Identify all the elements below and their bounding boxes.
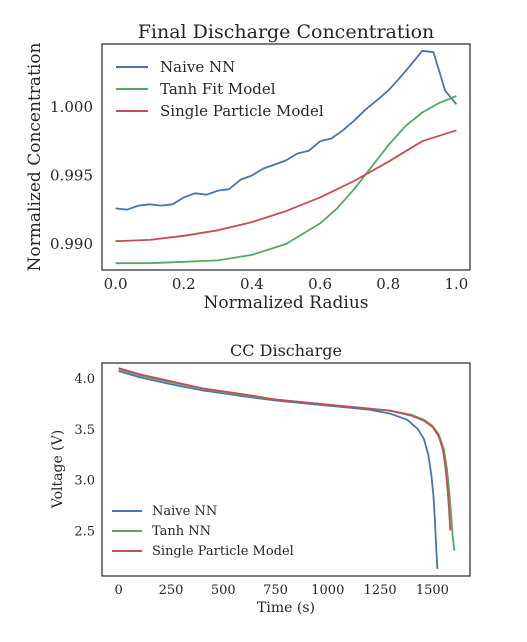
x-tick-label: 0 xyxy=(115,583,123,598)
chart1-y-ticks: 0.990 0.995 1.000 xyxy=(50,98,93,253)
legend2-label-spm: Single Particle Model xyxy=(152,544,294,559)
chart2-x-ticks: 0 250 500 750 1000 1250 1500 xyxy=(115,583,449,598)
x-tick-label: 500 xyxy=(211,583,236,598)
chart2-x-axis-label: Time (s) xyxy=(257,600,315,616)
x-tick-label: 1250 xyxy=(364,583,397,598)
chart1-legend: Naive NN Tanh Fit Model Single Particle … xyxy=(116,58,324,120)
legend2-label-naive-nn: Naive NN xyxy=(152,504,217,519)
y-tick-label: 0.990 xyxy=(50,235,93,253)
y-tick-label: 2.5 xyxy=(74,524,95,539)
x-tick-label: 0.4 xyxy=(240,275,264,293)
y-tick-label: 4.0 xyxy=(74,372,95,387)
chart-cc-discharge: CC Discharge 0 250 500 750 1000 1250 1500 2.5 3… xyxy=(50,341,471,616)
legend-label-spm: Single Particle Model xyxy=(160,102,324,120)
series-line-single-particle-model xyxy=(118,367,452,531)
y-tick-label: 3.0 xyxy=(74,474,95,489)
chart1-plot-frame xyxy=(101,43,471,271)
legend2-label-tanh-nn: Tanh NN xyxy=(152,524,211,539)
chart1-series xyxy=(115,49,458,265)
chart2-plot-frame xyxy=(101,362,471,577)
x-tick-label: 1.0 xyxy=(444,275,468,293)
chart1-x-ticks: 0.0 0.2 0.4 0.6 0.8 1.0 xyxy=(104,275,469,293)
x-tick-label: 0.2 xyxy=(172,275,196,293)
series-line-naive-nn xyxy=(118,370,439,569)
chart2-y-ticks: 2.5 3.0 3.5 4.0 xyxy=(74,372,95,539)
chart-final-discharge: Final Discharge Concentration 0.0 0.2 0.4 0… xyxy=(25,21,471,313)
x-tick-label: 1000 xyxy=(311,583,344,598)
x-tick-label: 250 xyxy=(159,583,184,598)
y-tick-label: 0.995 xyxy=(50,167,93,185)
x-tick-label: 750 xyxy=(263,583,288,598)
series-line-tanh-fit-model xyxy=(115,95,457,265)
x-tick-label: 1500 xyxy=(416,583,449,598)
chart1-x-axis-label: Normalized Radius xyxy=(204,293,369,313)
chart1-title: Final Discharge Concentration xyxy=(138,21,435,43)
legend-label-naive-nn: Naive NN xyxy=(160,58,235,76)
chart2-series xyxy=(118,367,456,569)
y-tick-label: 1.000 xyxy=(50,98,93,116)
y-tick-label: 3.5 xyxy=(74,423,95,438)
series-line-single-particle-model xyxy=(115,129,457,243)
chart2-legend: Naive NN Tanh NN Single Particle Model xyxy=(112,504,294,559)
series-line-naive-nn xyxy=(115,49,458,211)
x-tick-label: 0.0 xyxy=(104,275,128,293)
chart2-title: CC Discharge xyxy=(230,341,342,360)
chart1-y-axis-label: Normalized Concentration xyxy=(25,42,45,271)
legend-label-tanh-fit: Tanh Fit Model xyxy=(160,80,276,98)
chart2-y-axis-label: Voltage (V) xyxy=(50,430,66,509)
x-tick-label: 0.8 xyxy=(376,275,400,293)
x-tick-label: 0.6 xyxy=(308,275,332,293)
